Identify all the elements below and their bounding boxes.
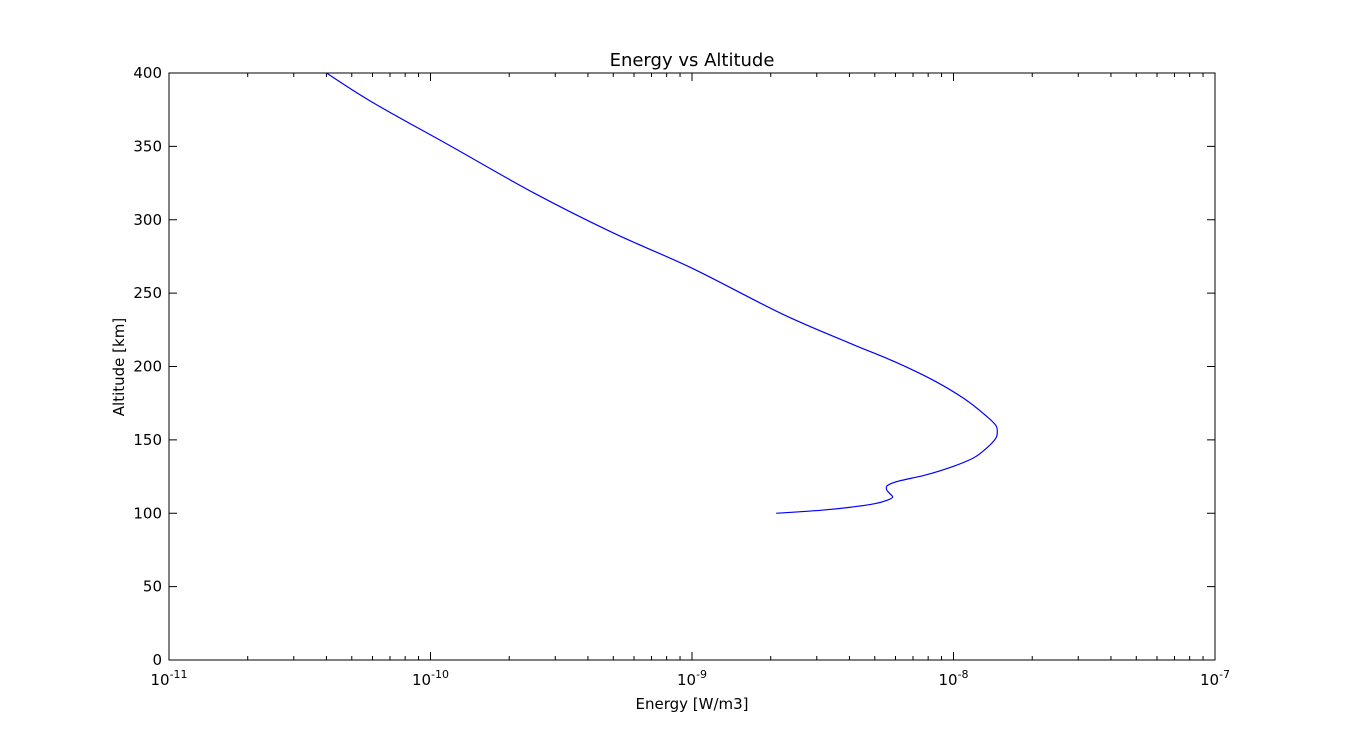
y-tick-label: 350 [133,137,162,155]
y-tick-label: 0 [152,651,162,669]
x-tick-label: 10-8 [938,668,968,689]
x-tick-label: 10-7 [1200,668,1230,689]
y-axis-ticks [169,72,1215,661]
y-tick-label: 50 [143,578,162,596]
y-tick-label: 200 [133,358,162,376]
series-layer [326,72,998,514]
x-tick-label-exponent: -9 [696,668,707,681]
y-tick-label: 400 [133,64,162,82]
x-tick-label: 10-10 [412,668,449,689]
x-tick-label-exponent: -8 [958,668,969,681]
y-tick-label: 300 [133,211,162,229]
chart-title: Energy vs Altitude [610,50,775,71]
x-tick-label-exponent: -7 [1219,668,1230,681]
x-tick-label: 10-11 [150,668,187,689]
x-tick-label-base: 10 [677,671,696,689]
x-tick-label-exponent: -11 [170,668,188,681]
y-axis-label: Altitude [km] [110,318,128,416]
plot-frame [168,72,1216,661]
y-tick-label: 150 [133,431,162,449]
x-tick-label-base: 10 [150,671,169,689]
x-axis-ticks [168,73,1216,660]
y-axis-tick-labels: 0 50 100 150 200 250 300 350 400 [133,64,162,669]
x-axis-label: Energy [W/m3] [635,695,748,713]
x-tick-label-base: 10 [412,671,431,689]
x-tick-label-base: 10 [938,671,957,689]
x-tick-label: 10-9 [677,668,707,689]
y-tick-label: 100 [133,504,162,522]
plot-area [168,72,1216,661]
series-line [326,72,998,514]
x-tick-label-base: 10 [1200,671,1219,689]
x-axis-tick-labels: 10-11 10-10 10-9 10-8 10-7 [150,668,1230,689]
y-tick-label: 250 [133,284,162,302]
x-tick-label-exponent: -10 [431,668,449,681]
